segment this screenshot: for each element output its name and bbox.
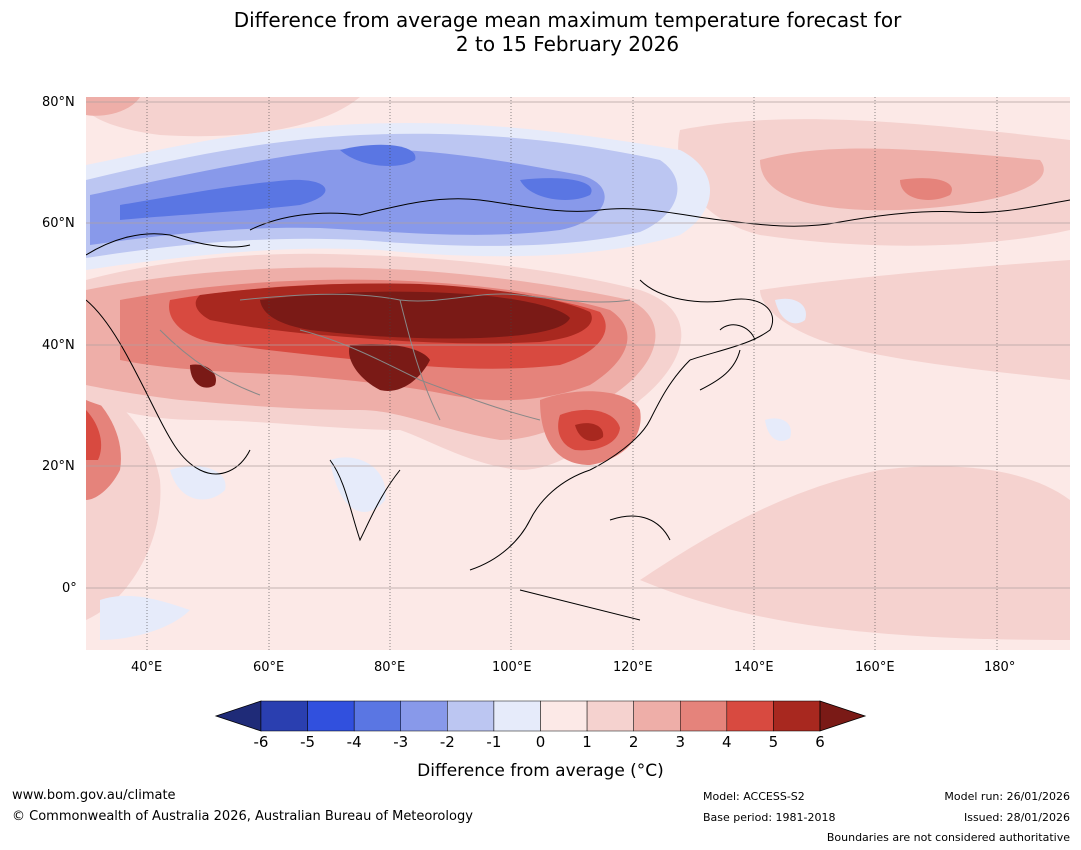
lat-label-20n: 20°N (42, 459, 75, 474)
copyright-text: © Commonwealth of Australia 2026, Austra… (12, 809, 473, 824)
lat-label-60n: 60°N (42, 216, 75, 231)
colorbar-segment (586, 700, 634, 732)
lat-label-80n: 80°N (42, 95, 75, 110)
model-text: Model: ACCESS-S2 (703, 790, 805, 803)
map-fill-layer (86, 97, 1070, 650)
colorbar-tick-label: 1 (582, 733, 592, 751)
lon-label-100e: 100°E (492, 660, 532, 675)
base-period-text: Base period: 1981-2018 (703, 811, 836, 824)
longitude-gridlines (146, 97, 998, 650)
colorbar-segment (726, 700, 774, 732)
colorbar-segment (307, 700, 355, 732)
colorbar-tick-label: -4 (346, 733, 362, 751)
colorbar-segment (633, 700, 681, 732)
website-link[interactable]: www.bom.gov.au/climate (12, 788, 176, 803)
coastlines (86, 198, 1070, 621)
colorbar-tick-label: -6 (253, 733, 269, 751)
colorbar-segment (353, 700, 401, 732)
colorbar-segment (773, 700, 821, 732)
lat-label-0: 0° (62, 581, 77, 596)
disclaimer-text: Boundaries are not considered authoritat… (826, 831, 1070, 844)
colorbar-tick-label: 5 (768, 733, 779, 751)
colorbar-tick-label: -1 (486, 733, 502, 751)
lon-label-120e: 120°E (613, 660, 653, 675)
colorbar-segment (680, 700, 728, 732)
colorbar-tick-label: 2 (628, 733, 639, 751)
colorbar-segment (400, 700, 448, 732)
lon-label-40e: 40°E (131, 660, 163, 675)
lat-label-40n: 40°N (42, 338, 75, 353)
colorbar-segment (260, 700, 308, 732)
colorbar-arrow-low (214, 700, 262, 732)
lon-label-160e: 160°E (855, 660, 895, 675)
colorbar (214, 700, 867, 732)
lon-label-180: 180° (984, 660, 1016, 675)
colorbar-tick-label: -2 (439, 733, 455, 751)
colorbar-tick-label: 3 (675, 733, 686, 751)
colorbar-tick-label: 4 (722, 733, 732, 751)
colorbar-tick-label: 6 (815, 733, 825, 751)
colorbar-segment (493, 700, 541, 732)
colorbar-tick-label: -3 (393, 733, 409, 751)
model-run-text: Model run: 26/01/2026 (944, 790, 1070, 803)
colorbar-segment (540, 700, 588, 732)
colorbar-tick-label: 0 (535, 733, 546, 751)
latitude-gridlines (86, 101, 1070, 589)
colorbar-tick-label: -5 (300, 733, 316, 751)
country-borders (159, 293, 631, 421)
lon-label-140e: 140°E (734, 660, 774, 675)
colorbar-arrow-high (819, 700, 867, 732)
title-line-1: Difference from average mean maximum tem… (233, 8, 902, 32)
colorbar-segment (447, 700, 495, 732)
lon-label-80e: 80°E (374, 660, 406, 675)
lon-label-60e: 60°E (253, 660, 285, 675)
title-line-2: 2 to 15 February 2026 (455, 32, 680, 56)
map-title: Difference from average mean maximum tem… (0, 8, 1081, 56)
issued-text: Issued: 28/01/2026 (963, 811, 1070, 824)
colorbar-title: Difference from average (°C) (417, 761, 664, 781)
